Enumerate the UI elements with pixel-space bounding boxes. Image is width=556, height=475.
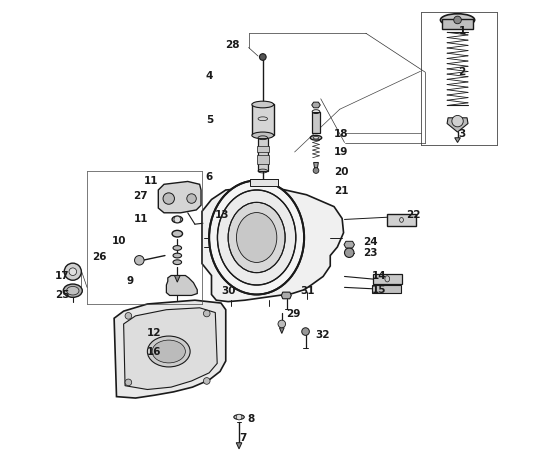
Polygon shape [314, 162, 319, 168]
Text: 15: 15 [372, 285, 386, 295]
Ellipse shape [172, 216, 182, 223]
Polygon shape [123, 308, 217, 390]
Ellipse shape [440, 14, 475, 26]
Ellipse shape [173, 253, 182, 258]
Text: 3: 3 [459, 129, 466, 139]
Polygon shape [175, 276, 180, 282]
Ellipse shape [234, 415, 244, 419]
Polygon shape [202, 186, 344, 302]
Ellipse shape [67, 286, 79, 295]
Circle shape [203, 378, 210, 384]
Text: 14: 14 [372, 271, 386, 282]
Text: 20: 20 [334, 167, 349, 177]
Ellipse shape [217, 190, 296, 285]
Ellipse shape [152, 340, 185, 363]
Circle shape [313, 168, 319, 173]
Circle shape [125, 313, 132, 319]
Text: 6: 6 [206, 171, 213, 182]
Text: 17: 17 [54, 271, 70, 282]
Text: 28: 28 [225, 40, 239, 50]
Bar [442, 19, 473, 29]
Text: 29: 29 [286, 309, 301, 320]
Text: 1: 1 [459, 26, 466, 36]
Text: 18: 18 [334, 129, 349, 139]
Ellipse shape [313, 137, 319, 139]
Text: 2: 2 [459, 67, 466, 77]
Circle shape [454, 16, 461, 24]
Ellipse shape [173, 246, 182, 250]
Bar [250, 179, 278, 186]
Polygon shape [166, 276, 197, 295]
Circle shape [203, 310, 210, 317]
Polygon shape [312, 102, 320, 108]
Ellipse shape [252, 132, 274, 139]
Bar [373, 274, 403, 284]
Polygon shape [447, 118, 468, 132]
Ellipse shape [236, 213, 277, 262]
Text: 13: 13 [215, 209, 230, 220]
Ellipse shape [310, 135, 322, 140]
Text: 24: 24 [364, 237, 378, 247]
Text: 11: 11 [133, 214, 148, 225]
Circle shape [278, 320, 286, 328]
Circle shape [64, 263, 81, 280]
Bar [257, 146, 269, 152]
Circle shape [163, 193, 175, 204]
Circle shape [260, 54, 266, 60]
Polygon shape [455, 138, 460, 142]
Circle shape [452, 115, 463, 127]
Text: 4: 4 [206, 71, 213, 81]
Ellipse shape [228, 202, 285, 273]
Polygon shape [344, 241, 355, 248]
Bar [257, 155, 269, 164]
Polygon shape [236, 443, 242, 449]
Text: 11: 11 [144, 176, 158, 187]
Circle shape [69, 268, 77, 276]
Polygon shape [280, 328, 284, 333]
Text: 27: 27 [133, 190, 148, 201]
Circle shape [345, 248, 354, 257]
Bar [312, 112, 320, 133]
Text: 7: 7 [239, 433, 246, 443]
Text: 26: 26 [92, 252, 106, 263]
Bar [258, 138, 267, 171]
Text: 19: 19 [334, 147, 349, 157]
Text: 16: 16 [147, 347, 161, 358]
Ellipse shape [172, 230, 182, 237]
Text: 12: 12 [147, 328, 161, 339]
Ellipse shape [147, 336, 190, 367]
Text: 30: 30 [221, 285, 236, 296]
Text: 31: 31 [301, 285, 315, 296]
Circle shape [174, 216, 181, 223]
Text: 10: 10 [112, 236, 126, 247]
Text: 23: 23 [364, 247, 378, 258]
Text: 9: 9 [127, 276, 134, 286]
Polygon shape [281, 292, 291, 299]
Text: 32: 32 [315, 330, 330, 340]
Polygon shape [158, 181, 201, 213]
Bar [387, 214, 416, 226]
Ellipse shape [63, 284, 82, 297]
Circle shape [187, 194, 196, 203]
Ellipse shape [252, 101, 274, 108]
Text: 22: 22 [406, 209, 421, 220]
Circle shape [135, 256, 144, 265]
Text: 5: 5 [206, 114, 213, 125]
Bar [372, 285, 400, 293]
Ellipse shape [173, 260, 182, 265]
Text: 21: 21 [334, 186, 349, 196]
Circle shape [302, 328, 309, 335]
Text: 8: 8 [247, 414, 255, 424]
Bar [252, 104, 274, 135]
Polygon shape [114, 300, 226, 398]
Ellipse shape [209, 180, 304, 294]
Circle shape [125, 379, 132, 386]
Circle shape [236, 414, 242, 420]
Text: 25: 25 [54, 290, 70, 301]
